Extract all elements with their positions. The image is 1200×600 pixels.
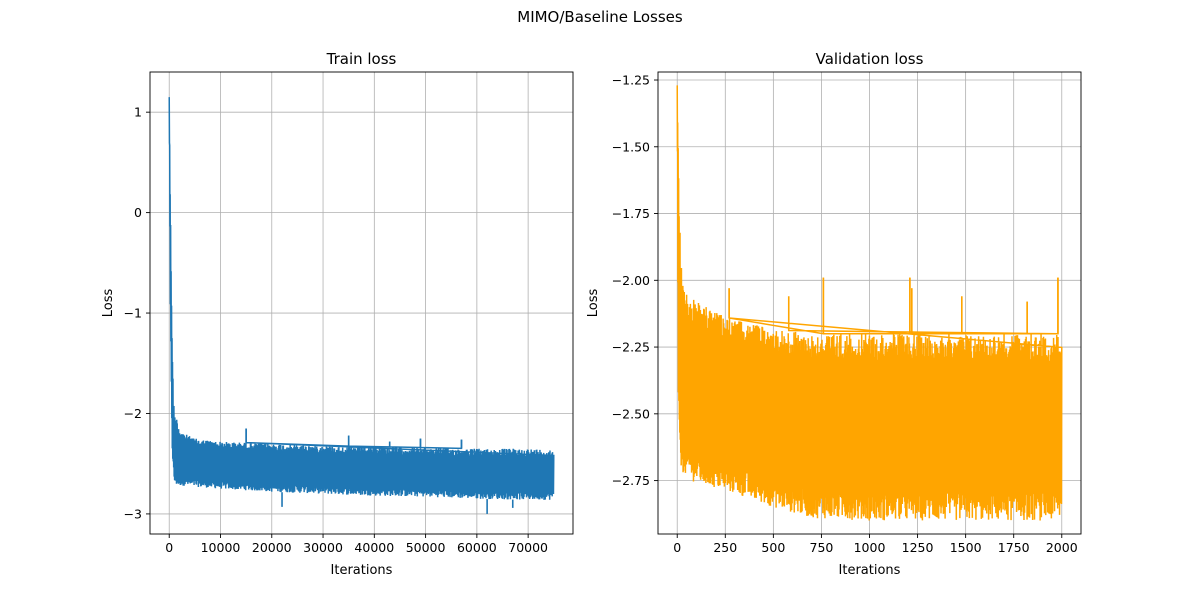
val-xtick-label: 2000 (1046, 540, 1078, 555)
val-xlabel: Iterations (839, 563, 901, 578)
val-xtick-label: 1000 (854, 540, 886, 555)
val-ytick-label: −2.25 (612, 340, 650, 355)
train-xtick-label: 60000 (457, 540, 497, 555)
val-xtick-label: 750 (810, 540, 834, 555)
train-ytick-label: 0 (134, 205, 142, 220)
val-xtick-label: 1750 (998, 540, 1030, 555)
val-series-path (676, 85, 1063, 521)
train-series-line (168, 97, 555, 514)
train-ytick-label: −2 (124, 406, 142, 421)
train-axes-frame (149, 71, 574, 535)
val-ytick-label: −2.50 (612, 406, 650, 421)
train-ytick-label: −3 (124, 506, 142, 521)
train-title: Train loss (326, 50, 397, 68)
val-axes: 0 250 500 750 1000 1250 1500 1750 2000 −1.25 −1.50… (586, 50, 1082, 578)
train-ytick-label: 1 (134, 105, 142, 120)
val-ytick-label: −1.50 (612, 139, 650, 154)
val-xtick-label: 250 (713, 540, 737, 555)
val-ytick-label: −2.00 (612, 273, 650, 288)
val-xtick-label: 500 (761, 540, 785, 555)
train-xtick-label: 20000 (252, 540, 292, 555)
train-ylabel: Loss (101, 289, 116, 318)
figure-suptitle: MIMO/Baseline Losses (517, 8, 683, 26)
train-ytick-label: −1 (124, 306, 142, 321)
val-ytick-label: −1.75 (612, 206, 650, 221)
val-ytick-label: −1.25 (612, 73, 650, 88)
val-title: Validation loss (816, 50, 924, 68)
val-series-line (676, 85, 1063, 521)
train-xtick-label: 40000 (354, 540, 394, 555)
train-xtick-label: 0 (165, 540, 173, 555)
val-ylabel: Loss (586, 289, 601, 318)
val-xtick-label: 1250 (902, 540, 934, 555)
train-axes: 0 10000 20000 30000 40000 50000 60000 70000 1 0 −1… (101, 50, 574, 578)
train-xlabel: Iterations (331, 563, 393, 578)
train-xtick-label: 50000 (406, 540, 446, 555)
train-xtick-label: 70000 (508, 540, 548, 555)
train-series-path (168, 97, 555, 500)
train-xtick-label: 30000 (303, 540, 343, 555)
train-xtick-label: 10000 (201, 540, 241, 555)
val-xtick-label: 0 (673, 540, 681, 555)
val-xtick-label: 1500 (950, 540, 982, 555)
val-ytick-label: −2.75 (612, 473, 650, 488)
